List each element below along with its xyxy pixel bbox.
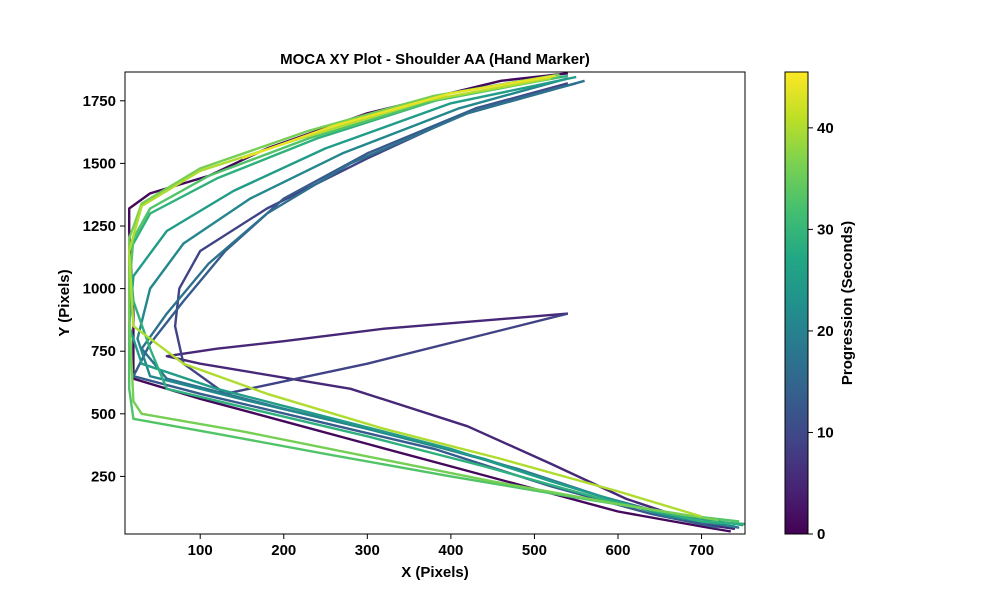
y-tick-label: 1250 <box>83 218 116 235</box>
trajectory-segment-7 <box>127 75 744 527</box>
colorbar <box>784 71 809 535</box>
chart-title: MOCA XY Plot - Shoulder AA (Hand Marker) <box>280 51 590 68</box>
trajectory-segment-5 <box>140 79 740 529</box>
y-tick-label: 1750 <box>83 93 116 110</box>
colorbar-tick-label: 10 <box>817 424 834 441</box>
colorbar-tick-label: 20 <box>817 323 834 340</box>
y-axis-label: Y (Pixels) <box>56 269 73 336</box>
y-axis: 250 500 750 1000 1250 1500 1750 <box>83 93 125 485</box>
x-tick-label: 600 <box>605 542 630 559</box>
x-tick-label: 300 <box>355 542 380 559</box>
colorbar-label: Progression (Seconds) <box>839 221 856 385</box>
y-tick-label: 1000 <box>83 281 116 298</box>
colorbar-tick-label: 40 <box>817 120 834 137</box>
trajectory-segment-4 <box>132 82 719 529</box>
x-tick-label: 400 <box>438 542 463 559</box>
colorbar-tick-label: 0 <box>817 526 825 543</box>
trajectory-segment-8 <box>127 74 745 526</box>
x-tick-label: 700 <box>689 542 714 559</box>
trajectory-segment-10 <box>127 73 719 522</box>
y-tick-label: 1500 <box>83 155 116 172</box>
x-axis-label: X (Pixels) <box>401 564 469 581</box>
trajectory-segment-2 <box>165 312 736 531</box>
y-tick-label: 750 <box>91 343 116 360</box>
plot-frame <box>124 71 746 535</box>
colorbar-tick-label: 30 <box>817 221 834 238</box>
x-tick-label: 100 <box>188 542 213 559</box>
trajectory-segment-9 <box>127 75 740 523</box>
plot-series <box>127 72 745 533</box>
trajectory-segment-1 <box>127 72 732 533</box>
y-tick-label: 250 <box>91 468 116 485</box>
trajectory-segment-6 <box>136 77 736 528</box>
colorbar-axis: 0 10 20 30 40 <box>808 120 834 543</box>
x-tick-label: 500 <box>522 542 547 559</box>
x-axis: 100 200 300 400 500 600 700 <box>188 534 714 559</box>
trajectory-segment-11 <box>127 77 702 518</box>
x-tick-label: 200 <box>271 542 296 559</box>
y-tick-label: 500 <box>91 406 116 423</box>
trajectory-segment-12 <box>241 74 556 160</box>
